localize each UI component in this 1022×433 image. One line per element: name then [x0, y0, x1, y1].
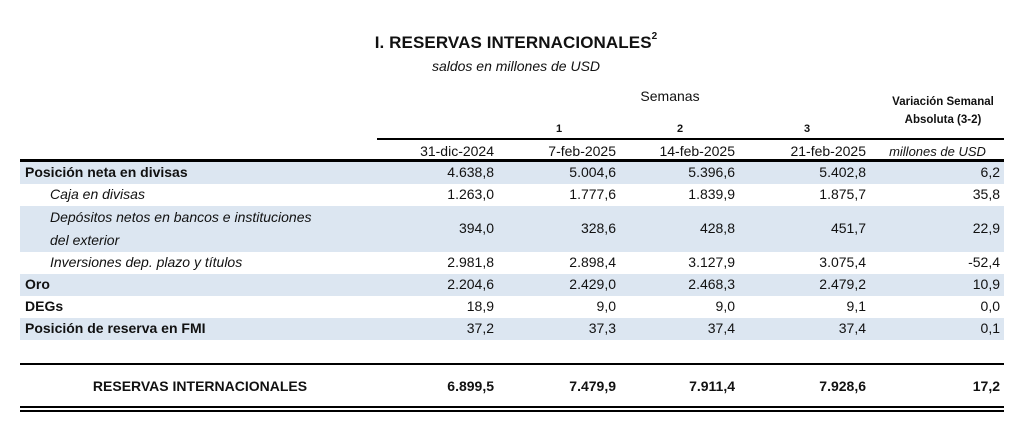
cell-value: 3.075,4: [819, 254, 866, 270]
week-number-2: 2: [677, 123, 684, 135]
total-label: RESERVAS INTERNACIONALES: [92, 378, 308, 394]
cell-value: 0,1: [980, 320, 1000, 336]
cell-value: 37,4: [838, 320, 866, 336]
cell-value: 0,0: [980, 298, 1000, 314]
table-title: I. RESERVAS INTERNACIONALES2: [0, 31, 1022, 53]
cell-value: 37,3: [588, 320, 616, 336]
cell-value: 9,1: [846, 298, 866, 314]
row-label: DEGs: [25, 298, 64, 314]
column-header-3: 14-feb-2025: [659, 143, 735, 159]
row-label-continued: del exterior: [50, 232, 120, 248]
cell-value: 37,2: [466, 320, 494, 336]
table-row: Posición neta en divisas 4.638,8 5.004,6…: [20, 162, 1004, 184]
total-top-rule: [20, 363, 1004, 365]
cell-value: 2.468,3: [688, 276, 735, 292]
column-header-1: 31-dic-2024: [420, 143, 494, 159]
total-double-rule-top: [20, 406, 1004, 408]
table-row: DEGs 18,9 9,0 9,0 9,1 0,0: [20, 296, 1004, 318]
cell-value: 451,7: [830, 220, 866, 236]
total-value: 6.899,5: [447, 378, 494, 394]
row-label: Caja en divisas: [50, 186, 145, 202]
table-row: Depósitos netos en bancos e institucione…: [20, 206, 1004, 252]
cell-value: 1.263,0: [447, 186, 494, 202]
table-row: Inversiones dep. plazo y títulos 2.981,8…: [20, 252, 1004, 274]
cell-value: 394,0: [458, 220, 494, 236]
table-top-rule: [20, 159, 1004, 162]
cell-value: 5.396,6: [688, 164, 735, 180]
row-label: Posición de reserva en FMI: [25, 320, 206, 336]
variation-header: Variación Semanal Absoluta (3-2): [892, 96, 994, 126]
header-rule: [377, 138, 1004, 140]
table-row: Caja en divisas 1.263,0 1.777,6 1.839,9 …: [20, 184, 1004, 206]
cell-value: 2.204,6: [447, 276, 494, 292]
cell-value: 2.479,2: [819, 276, 866, 292]
table-subtitle: saldos en millones de USD: [431, 58, 601, 74]
cell-value: 2.981,8: [447, 254, 494, 270]
cell-value: 428,8: [699, 220, 735, 236]
cell-value: 22,9: [972, 220, 1000, 236]
cell-value: 4.638,8: [447, 164, 494, 180]
row-label: Depósitos netos en bancos e institucione…: [50, 209, 312, 225]
title-text: I. RESERVAS INTERNACIONALES: [374, 33, 652, 52]
row-label: Posición neta en divisas: [25, 164, 188, 180]
title-footnote: 2: [651, 31, 658, 43]
column-header-2: 7-feb-2025: [548, 143, 616, 159]
total-value: 17,2: [972, 378, 1000, 394]
total-double-rule-bottom: [20, 410, 1004, 412]
cell-value: 5.402,8: [819, 164, 866, 180]
table-row: Oro 2.204,6 2.429,0 2.468,3 2.479,2 10,9: [20, 274, 1004, 296]
cell-value: 3.127,9: [688, 254, 735, 270]
cell-value: 2.429,0: [569, 276, 616, 292]
cell-value: 2.898,4: [569, 254, 616, 270]
cell-value: 1.875,7: [819, 186, 866, 202]
cell-value: 18,9: [466, 298, 494, 314]
total-value: 7.479,9: [569, 378, 616, 394]
column-header-4: 21-feb-2025: [790, 143, 866, 159]
total-value: 7.928,6: [819, 378, 866, 394]
row-label: Inversiones dep. plazo y títulos: [50, 254, 243, 270]
cell-value: 1.777,6: [569, 186, 616, 202]
row-label: Oro: [25, 276, 50, 292]
week-number-1: 1: [556, 123, 563, 135]
cell-value: -52,4: [968, 254, 1000, 270]
total-value: 7.911,4: [689, 378, 735, 394]
cell-value: 1.839,9: [688, 186, 735, 202]
cell-value: 10,9: [972, 276, 1000, 292]
cell-value: 328,6: [580, 220, 616, 236]
column-header-units: millones de USD: [889, 144, 986, 159]
cell-value: 5.004,6: [569, 164, 616, 180]
cell-value: 37,4: [707, 320, 735, 336]
cell-value: 9,0: [715, 298, 735, 314]
cell-value: 35,8: [972, 186, 1000, 202]
table-row: Posición de reserva en FMI 37,2 37,3 37,…: [20, 318, 1004, 340]
weeks-group-label: Semanas: [640, 88, 700, 104]
week-number-3: 3: [804, 123, 811, 135]
cell-value: 9,0: [596, 298, 616, 314]
cell-value: 6,2: [980, 164, 1000, 180]
